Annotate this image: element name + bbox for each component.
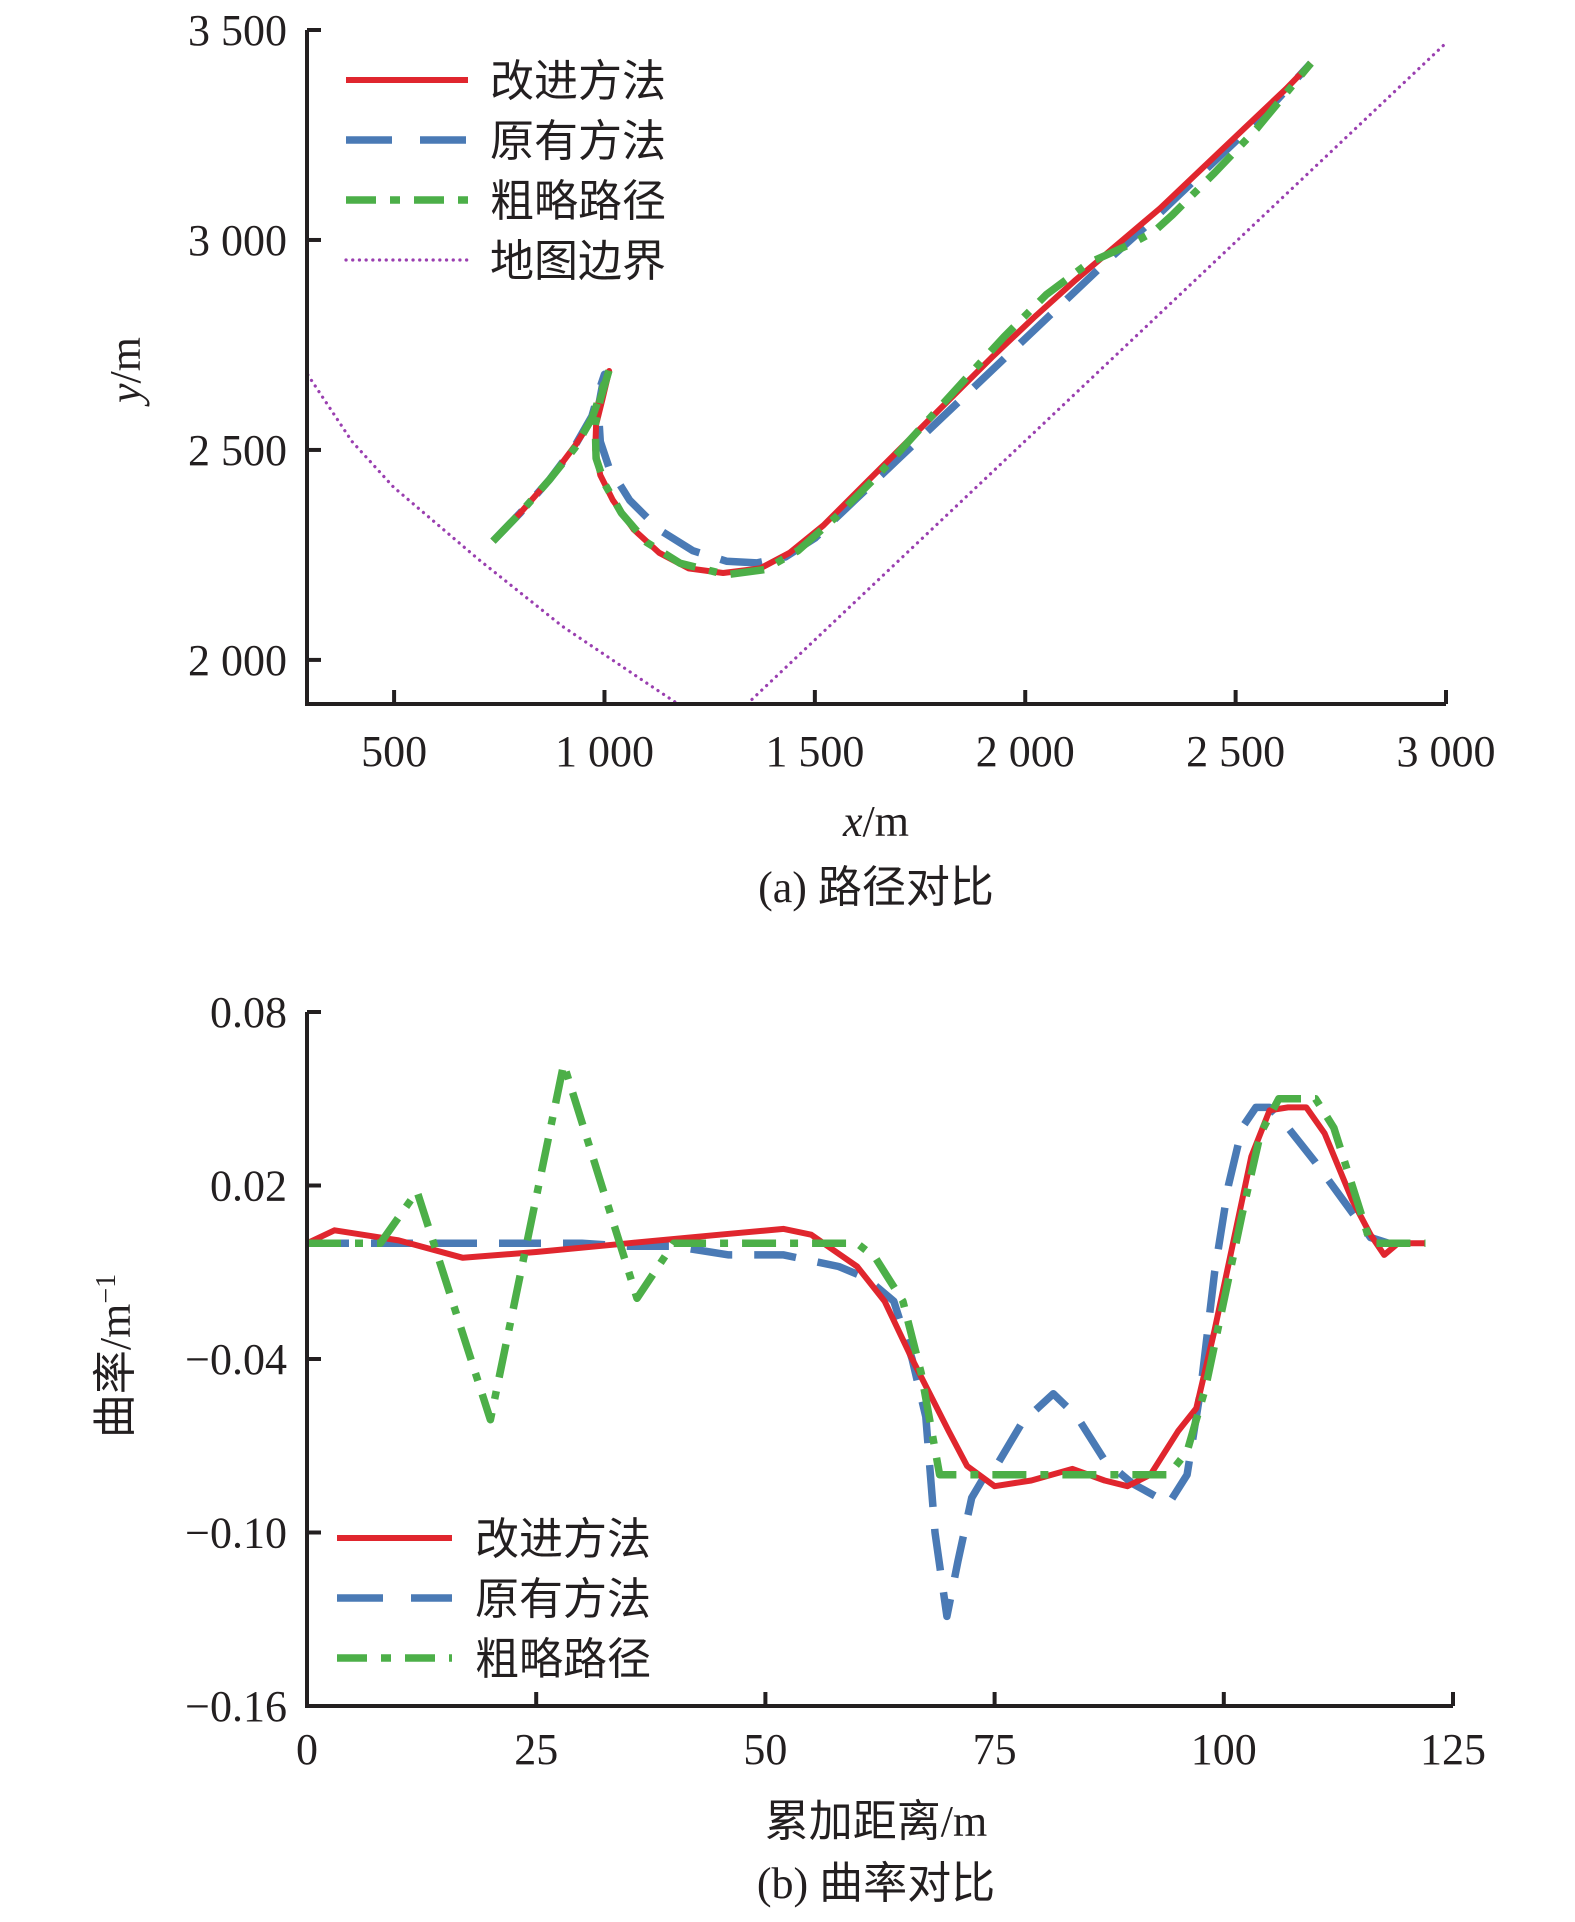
x-tick-label-a: 1 000 <box>555 727 654 776</box>
y-tick-label-b: −0.04 <box>185 1335 287 1384</box>
x-axis-label-b: 累加距离/m <box>765 1797 987 1846</box>
y-tick-label-b: −0.10 <box>185 1509 287 1558</box>
axis-lines-b <box>305 1012 1453 1708</box>
x-tick-label-a: 2 000 <box>976 727 1075 776</box>
caption-a: (a) 路径对比 <box>758 863 994 912</box>
chart-path-comparison: 500 1 000 1 500 2 000 2 500 3 000 2 000 2 500 3 … <box>101 6 1496 912</box>
plot-area-b <box>307 1060 1426 1621</box>
legend-label: 粗略路径 <box>475 1634 651 1685</box>
y-axis-label-a: y/m <box>101 337 150 407</box>
axes-a: 500 1 000 1 500 2 000 2 500 3 000 2 000 2 500 3 … <box>188 6 1496 776</box>
series-line-b-dashdot <box>307 1060 1426 1479</box>
x-tick-label-a: 3 000 <box>1397 727 1496 776</box>
x-axis-label-a: x/m <box>842 797 909 846</box>
y-tick-label-a: 3 500 <box>188 6 287 55</box>
legend-label: 改进方法 <box>490 56 666 107</box>
series-line-b-solid <box>307 1104 1426 1490</box>
axes-b: 0 25 50 75 100 125 −0.16 −0.10 −0.04 0.02 0.08 <box>185 988 1486 1774</box>
x-tick-label-b: 100 <box>1191 1725 1257 1774</box>
legend-label: 原有方法 <box>490 116 666 167</box>
series-line-a-dashdot <box>490 60 1314 579</box>
y-tick-label-a: 3 000 <box>188 216 287 265</box>
x-tick-label-b: 25 <box>514 1725 558 1774</box>
legend-label: 原有方法 <box>475 1574 651 1625</box>
y-tick-label-b: 0.02 <box>210 1162 287 1211</box>
plot-area-a <box>307 40 1449 704</box>
series-line-a-dotted-1 <box>745 40 1449 704</box>
x-tick-label-b: 0 <box>296 1725 318 1774</box>
legend-label: 地图边界 <box>490 236 666 287</box>
x-tick-label-a: 1 500 <box>765 727 864 776</box>
legend-label: 粗略路径 <box>490 176 666 227</box>
y-axis-label-b: 曲率/m−1 <box>91 1274 141 1438</box>
x-tick-label-a: 500 <box>361 727 427 776</box>
y-tick-label-a: 2 500 <box>188 426 287 475</box>
series-line-b-dashed <box>307 1103 1426 1621</box>
x-tick-label-b: 125 <box>1420 1725 1486 1774</box>
axis-lines-a <box>305 30 1446 706</box>
y-tick-label-a: 2 000 <box>188 636 287 685</box>
x-tick-label-a: 2 500 <box>1186 727 1285 776</box>
chart-curvature-comparison: 0 25 50 75 100 125 −0.16 −0.10 −0.04 0.02 0.08 改进方… <box>91 988 1487 1908</box>
series-line-a-dotted-0 <box>307 373 680 704</box>
caption-b: (b) 曲率对比 <box>757 1859 995 1908</box>
x-tick-label-b: 50 <box>743 1725 787 1774</box>
x-tick-label-b: 75 <box>973 1725 1017 1774</box>
y-tick-label-b: 0.08 <box>210 988 287 1037</box>
legend-label: 改进方法 <box>475 1514 651 1565</box>
y-tick-label-b: −0.16 <box>185 1682 287 1731</box>
